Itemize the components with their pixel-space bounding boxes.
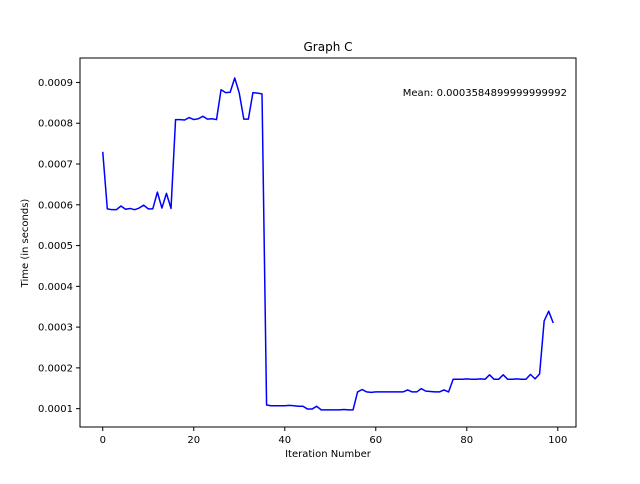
mean-annotation: Mean: 0.0003584899999999992 — [403, 88, 567, 99]
y-tick-label: 0.0001 — [38, 404, 73, 415]
x-tick-label: 60 — [369, 435, 382, 446]
x-axis-ticks: 0 20 40 60 80 100 — [100, 427, 567, 446]
y-tick-label: 0.0005 — [38, 241, 73, 252]
x-axis-label: Iteration Number — [285, 449, 372, 460]
y-tick-label: 0.0008 — [38, 119, 73, 130]
y-tick-label: 0.0009 — [38, 78, 73, 89]
y-tick-label: 0.0006 — [38, 200, 73, 211]
x-tick-label: 0 — [100, 435, 106, 446]
y-tick-label: 0.0004 — [38, 282, 73, 293]
plot-frame — [79, 57, 577, 428]
x-tick-label: 40 — [278, 435, 291, 446]
y-tick-label: 0.0003 — [38, 323, 73, 334]
series-layer — [102, 77, 554, 411]
x-tick-label: 100 — [548, 435, 567, 446]
series-line — [102, 77, 554, 411]
y-tick-label: 0.0007 — [38, 160, 73, 171]
y-axis-label: Time (in seconds) — [20, 199, 31, 289]
x-tick-label: 80 — [460, 435, 473, 446]
x-tick-label: 20 — [187, 435, 200, 446]
chart-title: Graph C — [303, 40, 352, 54]
y-axis-ticks: 0.0001 0.0002 0.0003 0.0004 0.0005 0.0006 0.00… — [38, 78, 80, 415]
y-tick-label: 0.0002 — [38, 363, 73, 374]
